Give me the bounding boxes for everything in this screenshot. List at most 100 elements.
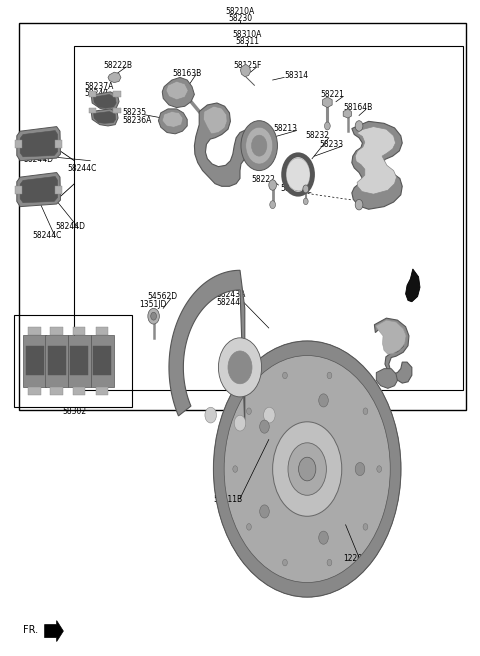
Polygon shape (15, 140, 22, 148)
Polygon shape (158, 109, 187, 134)
Bar (19, 23, 466, 410)
Circle shape (234, 415, 246, 431)
Polygon shape (91, 92, 119, 110)
Text: 58244C: 58244C (32, 231, 61, 240)
Text: 58164B: 58164B (343, 103, 372, 112)
Circle shape (377, 466, 382, 472)
Polygon shape (376, 369, 397, 388)
Text: 58244D: 58244D (55, 222, 85, 231)
Circle shape (327, 372, 332, 379)
Polygon shape (70, 346, 88, 375)
Polygon shape (113, 91, 121, 97)
Text: 58222B: 58222B (103, 61, 132, 70)
Circle shape (363, 408, 368, 415)
Text: 58311: 58311 (235, 37, 259, 46)
Polygon shape (352, 121, 402, 209)
Polygon shape (50, 387, 63, 395)
Circle shape (260, 420, 269, 433)
Polygon shape (55, 140, 62, 148)
Text: 58213: 58213 (273, 124, 297, 133)
Polygon shape (17, 173, 60, 207)
Circle shape (228, 351, 252, 384)
Polygon shape (240, 64, 251, 77)
Text: 58243A: 58243A (216, 290, 246, 299)
Polygon shape (45, 621, 63, 642)
Circle shape (355, 121, 363, 131)
Polygon shape (45, 335, 68, 387)
Circle shape (252, 135, 267, 156)
Circle shape (247, 523, 252, 530)
Circle shape (246, 127, 273, 164)
Circle shape (283, 372, 288, 379)
Polygon shape (48, 346, 66, 375)
Polygon shape (374, 318, 412, 383)
Polygon shape (162, 112, 183, 127)
Polygon shape (204, 106, 227, 134)
Circle shape (269, 180, 276, 190)
Polygon shape (166, 81, 188, 100)
Polygon shape (17, 127, 60, 161)
Polygon shape (113, 108, 121, 113)
Circle shape (303, 198, 308, 205)
Polygon shape (93, 346, 111, 375)
Circle shape (288, 443, 326, 495)
Polygon shape (25, 346, 44, 375)
Text: 58235: 58235 (122, 108, 146, 117)
Circle shape (324, 122, 330, 130)
Text: 58125F: 58125F (234, 61, 262, 70)
Polygon shape (94, 112, 116, 123)
Circle shape (247, 408, 252, 415)
Text: 58237A: 58237A (84, 82, 113, 91)
Text: 1220FS: 1220FS (344, 554, 372, 564)
Text: 58244D: 58244D (23, 155, 53, 164)
Polygon shape (73, 327, 85, 335)
Polygon shape (162, 77, 194, 108)
Wedge shape (214, 341, 401, 597)
Circle shape (355, 199, 363, 210)
Polygon shape (323, 97, 332, 108)
Circle shape (205, 407, 216, 423)
Polygon shape (96, 387, 108, 395)
Text: FR.: FR. (23, 625, 38, 635)
Circle shape (241, 121, 277, 171)
Polygon shape (108, 72, 121, 83)
Circle shape (363, 523, 368, 530)
Text: 58164B: 58164B (280, 184, 310, 194)
Polygon shape (89, 91, 96, 97)
Circle shape (148, 308, 159, 324)
Circle shape (273, 422, 342, 516)
Polygon shape (20, 176, 58, 203)
Text: 58163B: 58163B (173, 69, 202, 78)
Text: 54562D: 54562D (148, 292, 178, 301)
Polygon shape (15, 186, 22, 194)
Polygon shape (376, 320, 406, 354)
Circle shape (355, 462, 365, 476)
Polygon shape (68, 335, 91, 387)
Polygon shape (96, 327, 108, 335)
Polygon shape (28, 387, 41, 395)
Text: 58302: 58302 (62, 407, 86, 417)
Polygon shape (194, 103, 257, 186)
Text: 58232: 58232 (306, 131, 330, 140)
Polygon shape (73, 387, 85, 395)
Circle shape (218, 338, 262, 397)
Circle shape (319, 531, 328, 544)
Text: 58244C: 58244C (67, 164, 96, 173)
Polygon shape (23, 335, 46, 387)
Bar (14, 315, 132, 407)
Circle shape (299, 457, 316, 481)
Text: 1351JD: 1351JD (140, 300, 167, 309)
Text: 58310A: 58310A (232, 30, 262, 39)
Polygon shape (91, 109, 118, 126)
Polygon shape (89, 108, 96, 113)
Polygon shape (55, 186, 62, 194)
Polygon shape (343, 109, 351, 118)
Circle shape (283, 560, 288, 566)
Polygon shape (94, 94, 116, 108)
Circle shape (233, 466, 238, 472)
Circle shape (260, 505, 269, 518)
Text: 58314: 58314 (284, 71, 308, 80)
Text: 58210A: 58210A (226, 7, 254, 16)
Text: 58221: 58221 (320, 90, 344, 99)
Polygon shape (28, 327, 41, 335)
